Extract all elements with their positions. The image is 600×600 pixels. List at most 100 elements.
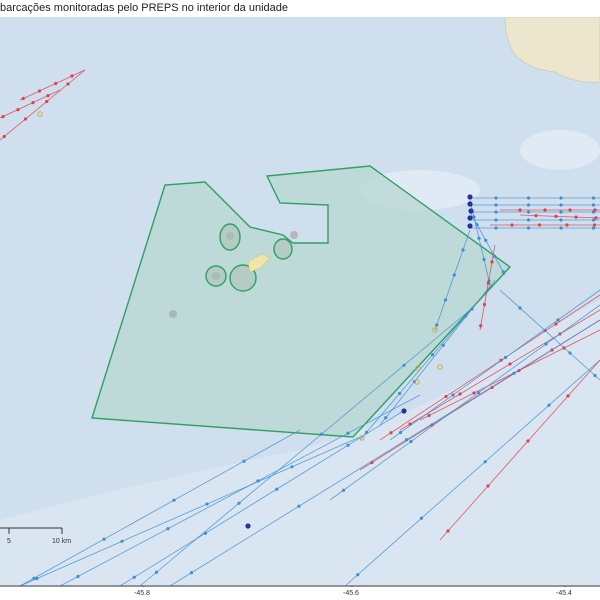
track-direction-arrow bbox=[237, 501, 241, 505]
track-direction-arrow bbox=[444, 394, 448, 399]
island-zones bbox=[205, 223, 293, 292]
x-tick-label: -45.6 bbox=[343, 590, 359, 597]
track-direction-arrow bbox=[486, 484, 490, 488]
track-direction-arrow bbox=[21, 96, 25, 101]
main-island bbox=[247, 253, 271, 273]
track-direction-arrow bbox=[275, 487, 279, 491]
vessel-position-marker[interactable] bbox=[467, 194, 473, 200]
track-direction-arrow bbox=[356, 573, 360, 577]
track-direction-arrow bbox=[554, 322, 558, 326]
track-direction-arrow bbox=[494, 226, 498, 230]
track-direction-arrow bbox=[16, 108, 20, 112]
observation-marker[interactable] bbox=[414, 379, 420, 385]
track-direction-arrow bbox=[537, 223, 542, 227]
track-direction-arrow bbox=[518, 208, 522, 212]
track-direction-arrow bbox=[35, 576, 39, 581]
observation-marker[interactable] bbox=[415, 365, 421, 371]
track-direction-arrow bbox=[189, 571, 194, 575]
track-direction-arrow bbox=[46, 94, 50, 98]
track-red bbox=[439, 359, 600, 541]
track-direction-arrow bbox=[554, 214, 558, 218]
track-direction-arrow bbox=[482, 302, 487, 307]
track-direction-arrow bbox=[559, 203, 563, 207]
track-direction-arrow bbox=[409, 439, 413, 444]
islands bbox=[169, 231, 298, 318]
track-direction-arrow bbox=[398, 430, 403, 435]
track-direction-arrow bbox=[45, 99, 49, 104]
track-direction-arrow bbox=[482, 257, 486, 262]
track-direction-arrow bbox=[494, 218, 498, 222]
track-direction-arrow bbox=[492, 254, 497, 258]
observation-marker[interactable] bbox=[432, 327, 438, 333]
track-direction-arrow bbox=[70, 74, 74, 78]
track-direction-arrow bbox=[435, 323, 439, 327]
track-direction-arrow bbox=[205, 502, 209, 506]
vessel-position-marker[interactable] bbox=[468, 208, 474, 214]
vessel-position-marker[interactable] bbox=[467, 201, 473, 207]
island-zone bbox=[273, 238, 293, 260]
vessel-position-marker[interactable] bbox=[467, 223, 473, 229]
protected-area-boundary[interactable] bbox=[91, 165, 512, 438]
track-direction-arrow bbox=[594, 216, 598, 220]
map-canvas[interactable]: 5 10 km -45.8 -45.6 -45.4 bbox=[0, 17, 600, 600]
track-direction-arrow bbox=[490, 260, 494, 264]
vessel-position-marker[interactable] bbox=[401, 408, 407, 414]
track-direction-arrow bbox=[458, 392, 462, 396]
track-direction-arrow bbox=[510, 223, 514, 227]
track-direction-arrow bbox=[591, 218, 596, 222]
track-direction-arrow bbox=[591, 196, 596, 200]
track-direction-arrow bbox=[451, 393, 455, 397]
track-blue bbox=[344, 359, 600, 587]
track-direction-arrow bbox=[559, 210, 563, 214]
track-direction-arrow bbox=[477, 236, 481, 240]
track-blue bbox=[139, 309, 471, 587]
track-direction-arrow bbox=[132, 575, 136, 579]
vessel-position-marker[interactable] bbox=[245, 523, 251, 529]
track-blue bbox=[59, 394, 421, 587]
track-blue bbox=[469, 199, 491, 286]
map-title: barcações monitoradas pelo PREPS no inte… bbox=[0, 2, 289, 14]
track-direction-arrow bbox=[76, 574, 80, 579]
x-axis: -45.8 -45.6 -45.4 bbox=[0, 585, 600, 600]
track-direction-arrow bbox=[568, 208, 572, 212]
track-direction-arrow bbox=[479, 324, 483, 328]
track-blue bbox=[469, 211, 506, 276]
track-direction-arrow bbox=[172, 498, 176, 502]
track-direction-arrow bbox=[31, 101, 35, 105]
track-direction-arrow bbox=[556, 318, 560, 322]
track-red bbox=[399, 309, 600, 431]
track-direction-arrow bbox=[494, 196, 498, 200]
track-direction-arrow bbox=[297, 504, 301, 508]
track-direction-arrow bbox=[102, 537, 106, 541]
observation-marker[interactable] bbox=[37, 111, 43, 117]
track-blue bbox=[359, 284, 493, 441]
track-direction-arrow bbox=[592, 223, 597, 227]
track-direction-arrow bbox=[54, 81, 58, 86]
track-direction-arrow bbox=[446, 529, 450, 533]
track-direction-arrow bbox=[559, 196, 563, 200]
track-direction-arrow bbox=[461, 248, 465, 252]
track-blue bbox=[434, 229, 471, 331]
track-direction-arrow bbox=[486, 281, 490, 285]
track-blue bbox=[19, 436, 361, 587]
track-direction-arrow bbox=[66, 82, 70, 86]
track-direction-arrow bbox=[526, 196, 531, 200]
track-direction-arrow bbox=[154, 570, 159, 574]
track-blue bbox=[389, 289, 600, 441]
track-direction-arrow bbox=[346, 443, 350, 447]
track-direction-arrow bbox=[404, 438, 409, 442]
track-direction-arrow bbox=[443, 298, 448, 302]
observation-marker[interactable] bbox=[359, 435, 365, 441]
vessel-position-marker[interactable] bbox=[467, 215, 473, 221]
track-direction-arrow bbox=[341, 488, 346, 492]
track-direction-arrow bbox=[501, 270, 505, 274]
track-direction-arrow bbox=[242, 459, 246, 463]
observation-marker[interactable] bbox=[437, 364, 443, 370]
track-direction-arrow bbox=[503, 355, 508, 360]
track-direction-arrow bbox=[32, 576, 36, 580]
track-direction-arrow bbox=[431, 353, 435, 357]
track-direction-arrow bbox=[398, 391, 402, 396]
track-direction-arrow bbox=[2, 134, 6, 139]
vessel-tracks bbox=[0, 69, 600, 587]
track-direction-arrow bbox=[593, 373, 597, 378]
